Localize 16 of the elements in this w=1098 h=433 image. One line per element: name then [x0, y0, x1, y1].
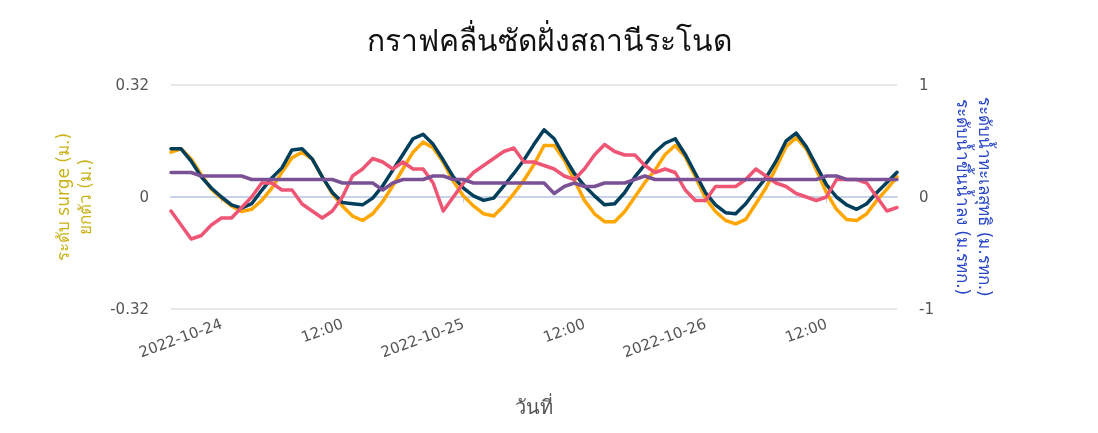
y-tick-label: -0.32 — [110, 300, 149, 318]
line-series — [169, 170, 899, 196]
y2-tick-label: 1 — [919, 76, 929, 94]
line-series — [169, 142, 899, 241]
y2-tick-label: -1 — [919, 300, 934, 318]
x-tick-label: 12:00 — [298, 314, 346, 347]
y-tick-label: 0.32 — [115, 76, 149, 94]
y2-tick-label: 0 — [919, 188, 929, 206]
y-tick-label: 0 — [139, 188, 149, 206]
x-tick-label: 12:00 — [540, 314, 588, 347]
chart-title: กราฟคลื่นซัดฝั่งสถานีระโนด — [366, 19, 732, 58]
x-axis-title: วันที่ — [515, 393, 553, 419]
line-series — [169, 128, 899, 216]
x-tick-label: 12:00 — [782, 314, 830, 347]
y-axis-title: ระดับ surge (ม.) ยกตัว (ม.) — [53, 132, 95, 262]
y2-axis-title: ระดับน้ำทะเลสุทธิ (ม.รทก.) ระดับน้ำขึ้นน้ำลง (ม.รทก.) — [953, 97, 997, 297]
